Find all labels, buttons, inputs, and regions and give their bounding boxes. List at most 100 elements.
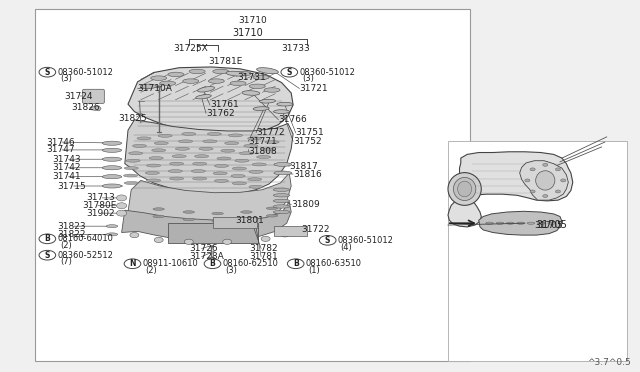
Ellipse shape: [124, 182, 138, 185]
Ellipse shape: [199, 147, 213, 150]
Ellipse shape: [241, 218, 252, 221]
Ellipse shape: [189, 69, 205, 74]
Text: (3): (3): [302, 74, 314, 83]
Circle shape: [116, 195, 127, 201]
Text: 31724: 31724: [64, 92, 93, 101]
Ellipse shape: [517, 222, 525, 224]
Text: 31822: 31822: [58, 230, 86, 239]
Text: B: B: [45, 234, 50, 243]
Ellipse shape: [253, 107, 269, 110]
Text: 31782: 31782: [250, 244, 278, 253]
Ellipse shape: [274, 163, 292, 166]
Polygon shape: [125, 120, 293, 194]
Circle shape: [556, 168, 561, 171]
FancyBboxPatch shape: [83, 89, 104, 103]
Text: 31808: 31808: [248, 147, 277, 156]
Ellipse shape: [260, 148, 275, 151]
Circle shape: [124, 259, 141, 269]
Ellipse shape: [266, 214, 278, 217]
Ellipse shape: [153, 215, 164, 218]
Circle shape: [319, 235, 336, 245]
Ellipse shape: [496, 222, 504, 224]
Text: 31710A: 31710A: [138, 84, 172, 93]
Ellipse shape: [453, 177, 476, 201]
Text: N: N: [129, 259, 136, 268]
Ellipse shape: [273, 188, 290, 192]
Text: 31746: 31746: [46, 138, 75, 147]
Text: 31817: 31817: [289, 162, 318, 171]
Text: (2): (2): [145, 266, 157, 275]
Polygon shape: [479, 211, 562, 235]
Polygon shape: [128, 173, 291, 226]
Ellipse shape: [158, 134, 172, 137]
Ellipse shape: [147, 179, 161, 182]
Ellipse shape: [137, 137, 151, 140]
Ellipse shape: [124, 167, 138, 170]
Ellipse shape: [179, 140, 193, 143]
Text: 31809: 31809: [291, 200, 320, 209]
Text: 31705: 31705: [534, 221, 563, 230]
Polygon shape: [91, 106, 101, 111]
Ellipse shape: [232, 167, 246, 170]
Ellipse shape: [273, 205, 290, 208]
Ellipse shape: [228, 134, 243, 137]
Circle shape: [543, 163, 548, 166]
Ellipse shape: [102, 141, 122, 145]
Ellipse shape: [212, 219, 223, 222]
Ellipse shape: [183, 211, 195, 214]
Circle shape: [116, 203, 127, 209]
Ellipse shape: [126, 159, 140, 162]
Ellipse shape: [486, 222, 493, 224]
Text: 31762: 31762: [206, 109, 235, 118]
Ellipse shape: [225, 142, 239, 145]
Circle shape: [39, 250, 56, 260]
Text: 31781: 31781: [250, 252, 278, 261]
Ellipse shape: [195, 155, 209, 158]
Circle shape: [39, 67, 56, 77]
Text: 31713: 31713: [86, 193, 115, 202]
Ellipse shape: [102, 157, 122, 161]
Text: 31761: 31761: [210, 100, 239, 109]
Ellipse shape: [149, 157, 163, 160]
Text: 31826: 31826: [72, 103, 100, 112]
Text: ^3.7^0.5: ^3.7^0.5: [587, 358, 630, 367]
Ellipse shape: [106, 233, 118, 236]
Text: 31705: 31705: [536, 220, 567, 230]
Text: S: S: [45, 68, 50, 77]
Text: 31801: 31801: [236, 216, 264, 225]
Ellipse shape: [231, 174, 245, 177]
Ellipse shape: [244, 144, 258, 147]
Circle shape: [281, 67, 298, 77]
Ellipse shape: [214, 164, 228, 167]
Ellipse shape: [170, 162, 184, 165]
Ellipse shape: [172, 155, 186, 158]
Ellipse shape: [274, 171, 292, 175]
Ellipse shape: [257, 68, 278, 74]
Text: 08360-51012: 08360-51012: [58, 68, 113, 77]
Ellipse shape: [132, 144, 147, 147]
Text: 08160-63510: 08160-63510: [306, 259, 362, 268]
Text: (2): (2): [60, 241, 72, 250]
Text: 31772: 31772: [256, 128, 285, 137]
Text: 31781E: 31781E: [208, 57, 243, 66]
Ellipse shape: [548, 222, 556, 224]
Ellipse shape: [538, 222, 545, 224]
Ellipse shape: [203, 140, 217, 143]
Ellipse shape: [239, 152, 253, 155]
Text: 31816: 31816: [293, 170, 322, 179]
Ellipse shape: [249, 170, 263, 173]
Ellipse shape: [260, 99, 275, 103]
FancyBboxPatch shape: [448, 141, 627, 361]
FancyBboxPatch shape: [168, 223, 258, 243]
Circle shape: [556, 190, 561, 193]
Ellipse shape: [265, 141, 279, 144]
Ellipse shape: [102, 148, 122, 153]
Ellipse shape: [160, 81, 175, 86]
Text: 31743: 31743: [52, 155, 81, 164]
Text: 08360-51012: 08360-51012: [338, 236, 394, 245]
Ellipse shape: [264, 88, 280, 92]
FancyBboxPatch shape: [35, 9, 470, 361]
Circle shape: [561, 179, 566, 182]
Circle shape: [280, 232, 289, 237]
Circle shape: [204, 259, 221, 269]
